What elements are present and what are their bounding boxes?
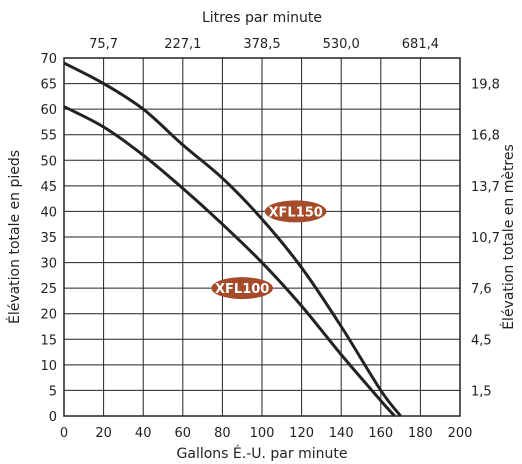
curve-badges: XFL150 XFL100 — [211, 200, 327, 300]
y-right-tick-label: 4,5 — [471, 333, 492, 348]
curves — [63, 61, 402, 418]
y-left-tick-label: 15 — [40, 333, 57, 348]
y-left-tick-label: 70 — [40, 52, 57, 67]
top-axis-title: Litres par minute — [202, 10, 322, 26]
x-bottom-tick-label: 100 — [250, 426, 275, 441]
right-axis-title: Élévation totale en mètres — [500, 144, 517, 330]
y-left-tick-label: 35 — [40, 231, 57, 246]
y-left-tick-label: 50 — [40, 154, 57, 169]
curve-xfl100 — [63, 105, 396, 418]
y-left-tick-label: 5 — [49, 384, 57, 399]
badge-xfl100-label: XFL100 — [215, 282, 269, 297]
y-right-tick-label: 1,5 — [471, 384, 492, 399]
badge-xfl150-label: XFL150 — [268, 205, 322, 220]
badge-xfl150: XFL150 — [264, 200, 327, 223]
x-top-tick-label: 681,4 — [402, 37, 439, 52]
y-left-tick-label: 40 — [40, 205, 57, 220]
x-bottom-tick-label: 200 — [448, 426, 473, 441]
x-top-tick-label: 227,1 — [164, 37, 201, 52]
badge-xfl150-shape — [264, 200, 327, 223]
y-left-tick-label: 10 — [40, 359, 57, 374]
curve-xfl150 — [63, 61, 402, 417]
badge-xfl100-shape — [211, 277, 273, 300]
plot-frame — [63, 57, 461, 417]
y-right-tick-label: 19,8 — [471, 78, 500, 93]
x-top-tick-label: 530,0 — [323, 37, 360, 52]
x-bottom-tick-label: 140 — [329, 426, 354, 441]
y-left-tick-label: 65 — [40, 78, 57, 93]
y-left-tick-label: 20 — [40, 308, 57, 323]
x-bottom-tick-label: 180 — [408, 426, 433, 441]
grid — [63, 57, 461, 417]
y-left-tick-label: 45 — [40, 180, 57, 195]
y-left-tick-label: 25 — [40, 282, 57, 297]
y-left-tick-label: 60 — [40, 103, 57, 118]
left-axis-title: Élévation totale en pieds — [6, 150, 23, 324]
x-bottom-tick-label: 80 — [214, 426, 231, 441]
y-right-tick-label: 13,7 — [471, 180, 500, 195]
y-left-tick-label: 55 — [40, 129, 57, 144]
x-bottom-tick-label: 0 — [60, 426, 68, 441]
badge-xfl100: XFL100 — [211, 277, 273, 300]
tick-labels: 0 20 40 60 80 100 120 140 160 180 200 0 5 10 15 20 25 30 3… — [40, 37, 500, 441]
y-left-tick-label: 30 — [40, 257, 57, 272]
y-right-tick-label: 7,6 — [471, 282, 492, 297]
x-bottom-tick-label: 20 — [95, 426, 112, 441]
x-top-tick-label: 75,7 — [89, 37, 118, 52]
x-top-tick-label: 378,5 — [243, 37, 280, 52]
x-bottom-tick-label: 120 — [289, 426, 314, 441]
x-bottom-tick-label: 160 — [368, 426, 393, 441]
x-bottom-tick-label: 60 — [175, 426, 192, 441]
x-bottom-tick-label: 40 — [135, 426, 152, 441]
y-right-tick-label: 16,8 — [471, 129, 500, 144]
y-right-tick-label: 10,7 — [471, 231, 500, 246]
bottom-axis-title: Gallons É.-U. par minute — [177, 445, 348, 462]
y-left-tick-label: 0 — [49, 410, 57, 425]
